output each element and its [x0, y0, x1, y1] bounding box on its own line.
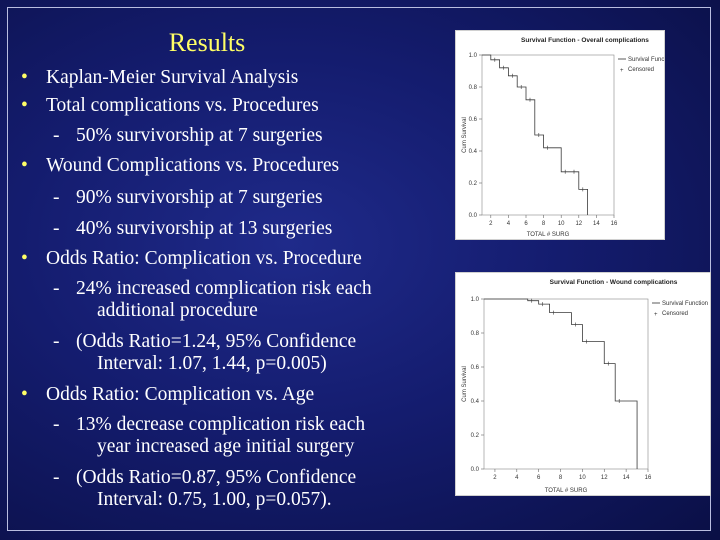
dash-marker: -: [53, 331, 60, 352]
chart-wound-complications: Survival Function - Wound complications 0…: [455, 272, 711, 496]
bullet-total-complications: Total complications vs. Procedures: [46, 95, 319, 116]
x-tick-label: 16: [645, 475, 652, 481]
survival-step-line: [482, 54, 588, 215]
bullet-odds-procedure: Odds Ratio: Complication vs. Procedure: [46, 248, 362, 269]
x-tick-label: 6: [537, 475, 541, 481]
y-tick-label: 0.0: [469, 213, 478, 219]
plot-area: [483, 298, 649, 470]
chart-overall-svg: Survival Function - Overall complication…: [462, 37, 664, 238]
x-tick-label: 2: [489, 221, 493, 227]
bullet-wound-complications: Wound Complications vs. Procedures: [46, 155, 340, 176]
sub-40-survivorship: 40% survivorship at 13 surgeries: [76, 218, 333, 239]
y-tick-label: 1.0: [469, 53, 478, 59]
x-tick-label: 8: [559, 475, 563, 481]
bullet-marker: •: [21, 248, 28, 269]
y-tick-label: 0.2: [471, 433, 480, 439]
y-tick-label: 0.6: [469, 117, 478, 123]
y-tick-label: 0.4: [471, 399, 480, 405]
y-tick-label: 0.6: [471, 365, 480, 371]
slide-frame: [7, 7, 711, 531]
sub-13-decrease-cont: year increased age initial surgery: [97, 436, 355, 457]
chart-wound-svg: Survival Function - Wound complications 0…: [462, 279, 708, 494]
sub-90-survivorship: 90% survivorship at 7 surgeries: [76, 187, 323, 208]
y-tick-label: 0.8: [469, 85, 478, 91]
x-axis-label: TOTAL # SURG: [527, 232, 570, 238]
x-tick-label: 12: [575, 221, 582, 227]
dash-marker: -: [53, 414, 60, 435]
x-tick-label: 16: [611, 221, 618, 227]
x-tick-label: 6: [524, 221, 528, 227]
chart-title: Survival Function - Overall complication…: [521, 37, 649, 44]
sub-odds-ratio-1-cont: Interval: 1.07, 1.44, p=0.005): [97, 353, 327, 374]
sub-13-decrease: 13% decrease complication risk each: [76, 414, 366, 435]
bullet-marker: •: [21, 155, 28, 176]
sub-24-increased-cont: additional procedure: [97, 300, 258, 321]
x-tick-label: 14: [593, 221, 600, 227]
y-tick-label: 1.0: [471, 297, 480, 303]
legend-censored-label: Censored: [662, 311, 688, 317]
sub-24-increased: 24% increased complication risk each: [76, 278, 372, 299]
bullet-marker: •: [21, 384, 28, 405]
chart-title: Survival Function - Wound complications: [550, 279, 678, 286]
legend-survival-label: Survival Function: [628, 57, 664, 63]
y-tick-label: 0.0: [471, 467, 480, 473]
x-tick-label: 12: [601, 475, 608, 481]
x-axis-label: TOTAL # SURG: [545, 488, 588, 494]
bullet-marker: •: [21, 95, 28, 116]
dash-marker: -: [53, 125, 60, 146]
sub-odds-ratio-2: (Odds Ratio=0.87, 95% Confidence: [76, 467, 357, 488]
x-tick-label: 4: [507, 221, 511, 227]
plot-area: [481, 54, 615, 216]
bullet-marker: •: [21, 67, 28, 88]
slide-title: Results: [168, 28, 246, 57]
y-axis-label: Cum Survival: [462, 366, 468, 402]
x-tick-label: 8: [542, 221, 546, 227]
legend-censored-swatch: +: [654, 312, 658, 318]
y-tick-label: 0.8: [471, 331, 480, 337]
dash-marker: -: [53, 187, 60, 208]
sub-odds-ratio-1: (Odds Ratio=1.24, 95% Confidence: [76, 331, 357, 352]
y-tick-label: 0.2: [469, 181, 478, 187]
dash-marker: -: [53, 218, 60, 239]
dash-marker: -: [53, 278, 60, 299]
bullet-list: • Kaplan-Meier Survival Analysis • Total…: [21, 67, 372, 510]
x-tick-label: 10: [579, 475, 586, 481]
legend-censored-swatch: +: [620, 68, 624, 74]
x-tick-label: 14: [623, 475, 630, 481]
legend-censored-label: Censored: [628, 67, 654, 73]
sub-odds-ratio-2-cont: Interval: 0.75, 1.00, p=0.057).: [97, 489, 332, 510]
dash-marker: -: [53, 467, 60, 488]
y-axis-label: Cum Survival: [462, 117, 468, 153]
bullet-km-analysis: Kaplan-Meier Survival Analysis: [46, 67, 299, 88]
x-tick-label: 4: [515, 475, 519, 481]
sub-50-survivorship: 50% survivorship at 7 surgeries: [76, 125, 323, 146]
chart-overall-complications: Survival Function - Overall complication…: [455, 30, 665, 240]
survival-step-line: [484, 298, 638, 469]
bullet-odds-age: Odds Ratio: Complication vs. Age: [46, 384, 315, 405]
legend-survival-label: Survival Function: [662, 301, 708, 307]
x-tick-label: 2: [493, 475, 497, 481]
y-tick-label: 0.4: [469, 149, 478, 155]
x-tick-label: 10: [558, 221, 565, 227]
